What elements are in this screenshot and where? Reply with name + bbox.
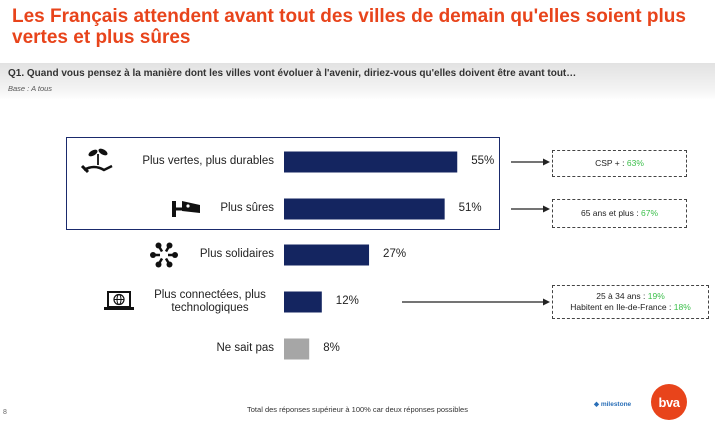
- bar-0: [284, 151, 458, 173]
- callout-pct: 67%: [641, 208, 659, 218]
- callout-box-2: 25 à 34 ans : 19% Habitent en Ile-de-Fran…: [552, 285, 709, 319]
- bar-1: [284, 198, 445, 220]
- bar-4: [284, 338, 310, 360]
- value-label-0: 55%: [471, 155, 495, 167]
- callout-pct: 18%: [673, 302, 691, 312]
- base-note: Base : A tous: [8, 84, 53, 93]
- value-label-3: 12%: [335, 295, 359, 307]
- bar-2: [284, 244, 370, 266]
- milestone-logo: ◆ milestone: [594, 401, 632, 408]
- callout-text: 25 à 34 ans :: [596, 291, 648, 301]
- question-text: Q1. Quand vous pensez à la manière dont …: [8, 68, 577, 79]
- laptop-globe-icon: [104, 291, 134, 310]
- people-circle-icon: [150, 242, 178, 268]
- callout-text: Habitent en Ile-de-France :: [570, 302, 674, 312]
- callout-line: 65 ans et plus : 67%: [553, 208, 686, 219]
- callout-arrowhead-1: [543, 205, 550, 213]
- bar-3: [284, 291, 322, 313]
- value-label-2: 27%: [383, 248, 407, 260]
- callout-box-0: CSP + : 63%: [552, 150, 687, 177]
- callout-box-1: 65 ans et plus : 67%: [552, 199, 687, 228]
- callout-arrowhead-0: [543, 158, 550, 166]
- callout-line: Habitent en Ile-de-France : 18%: [553, 302, 708, 313]
- highlight-group-box: [66, 137, 500, 230]
- category-label-0: Plus vertes, plus durables: [142, 155, 274, 167]
- page-title: Les Français attendent avant tout des vi…: [12, 6, 686, 48]
- page-number: 8: [3, 409, 7, 416]
- category-label-3: Plus connectées, plus technologiques: [154, 289, 266, 314]
- callout-line: CSP + : 63%: [553, 158, 686, 169]
- callout-text: CSP + :: [595, 158, 627, 168]
- callout-arrowhead-2: [543, 298, 550, 306]
- category-label-1: Plus sûres: [220, 202, 274, 214]
- bva-logo: bva: [651, 384, 687, 420]
- question-banner: [0, 63, 715, 100]
- security-camera-icon: [172, 201, 200, 217]
- category-label-4: Ne sait pas: [216, 342, 274, 354]
- callout-line: 25 à 34 ans : 19%: [553, 291, 708, 302]
- plant-hand-icon: [80, 148, 113, 174]
- callout-pct: 19%: [647, 291, 665, 301]
- callout-text: 65 ans et plus :: [580, 208, 641, 218]
- category-label-2: Plus solidaires: [199, 248, 274, 260]
- footnote: Total des réponses supérieur à 100% car …: [247, 405, 468, 414]
- value-label-1: 51%: [458, 202, 482, 214]
- callout-pct: 63%: [626, 158, 644, 168]
- value-label-4: 8%: [323, 342, 340, 354]
